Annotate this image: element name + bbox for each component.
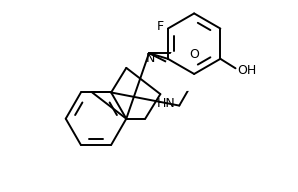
Polygon shape	[168, 36, 229, 89]
Text: N: N	[146, 52, 156, 65]
Text: F: F	[157, 20, 164, 33]
Text: OH: OH	[237, 64, 257, 77]
Text: O: O	[190, 48, 199, 61]
Text: HN: HN	[157, 97, 176, 110]
